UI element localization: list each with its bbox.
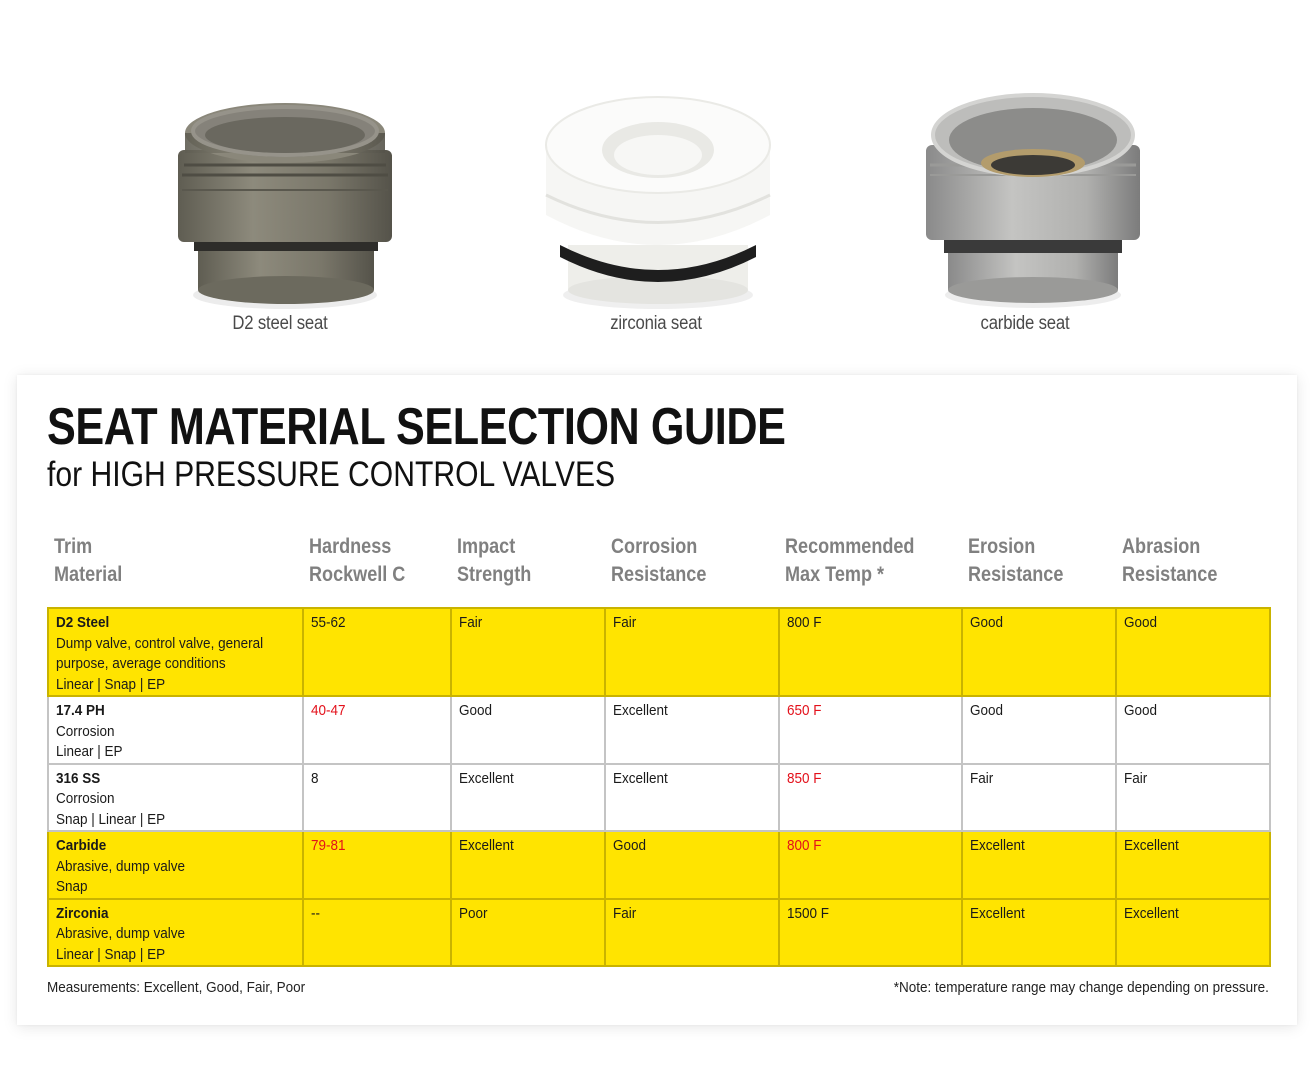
zirconia-seat-photo — [538, 85, 778, 315]
table-row-d2-steel: D2 Steel Dump valve, control valve, gene… — [47, 607, 1271, 697]
table-header-row: Trim Material Hardness Rockwell C Impact… — [17, 533, 1297, 597]
cell-corrosion: Good — [604, 830, 780, 900]
material-name: 316 SS — [56, 769, 101, 787]
cell-hardness: -- — [302, 897, 452, 967]
cell-erosion: Good — [961, 607, 1117, 697]
table-row-17-4-ph: 17.4 PH Corrosion Linear | EP 40-47 Good… — [47, 695, 1271, 765]
cell-erosion: Fair — [961, 762, 1117, 832]
material-table: D2 Steel Dump valve, control valve, gene… — [47, 607, 1271, 967]
header-hardness: Hardness Rockwell C — [309, 535, 406, 586]
cell-max-temp: 1500 F — [778, 897, 963, 967]
cell-hardness: 40-47 — [302, 695, 452, 765]
cell-impact: Excellent — [450, 762, 606, 832]
header-impact-strength: Impact Strength — [457, 535, 532, 586]
temperature-note: *Note: temperature range may change depe… — [893, 979, 1269, 996]
material-desc: Dump valve, control valve, general — [56, 634, 264, 652]
header-erosion-resistance: Erosion Resistance — [968, 535, 1064, 586]
measurement-legend: Measurements: Excellent, Good, Fair, Poo… — [47, 979, 306, 996]
carbide-seat-caption: carbide seat — [980, 313, 1070, 334]
material-name: D2 Steel — [56, 614, 110, 631]
cell-erosion: Excellent — [961, 830, 1117, 900]
cell-corrosion: Excellent — [604, 762, 780, 832]
material-desc: Abrasive, dump valve — [56, 925, 186, 942]
material-name: Carbide — [56, 837, 107, 854]
cell-material: Zirconia Abrasive, dump valve Linear | S… — [47, 897, 304, 967]
guide-title: SEAT MATERIAL SELECTION GUIDE — [47, 398, 786, 456]
header-corrosion-resistance: Corrosion Resistance — [611, 535, 707, 586]
header-max-temp: Recommended Max Temp * — [785, 535, 915, 586]
cell-abrasion: Good — [1115, 695, 1271, 765]
table-row-carbide: Carbide Abrasive, dump valve Snap 79-81 … — [47, 830, 1271, 900]
material-desc: Abrasive, dump valve — [56, 857, 186, 875]
cell-impact: Poor — [450, 897, 606, 967]
cell-max-temp: 850 F — [778, 762, 963, 832]
cell-abrasion: Excellent — [1115, 830, 1271, 900]
guide-subtitle: for HIGH PRESSURE CONTROL VALVES — [47, 455, 616, 494]
table-row-zirconia: Zirconia Abrasive, dump valve Linear | S… — [47, 897, 1271, 967]
cell-hardness: 55-62 — [302, 607, 452, 697]
cell-abrasion: Fair — [1115, 762, 1271, 832]
cell-impact: Fair — [450, 607, 606, 697]
cell-material: D2 Steel Dump valve, control valve, gene… — [47, 607, 304, 697]
header-abrasion-resistance: Abrasion Resistance — [1122, 535, 1218, 586]
cell-material: 316 SS Corrosion Snap | Linear | EP — [47, 762, 304, 832]
cell-erosion: Excellent — [961, 897, 1117, 967]
selection-guide-card: SEAT MATERIAL SELECTION GUIDE for HIGH P… — [17, 375, 1297, 1025]
material-valve-types: Snap | Linear | EP — [56, 810, 166, 828]
material-valve-types: Snap — [56, 878, 88, 895]
cell-max-temp: 800 F — [778, 607, 963, 697]
table-row-316-ss: 316 SS Corrosion Snap | Linear | EP 8 Ex… — [47, 762, 1271, 832]
zirconia-seat-caption: zirconia seat — [610, 313, 702, 334]
cell-corrosion: Fair — [604, 607, 780, 697]
cell-corrosion: Fair — [604, 897, 780, 967]
cell-abrasion: Excellent — [1115, 897, 1271, 967]
material-valve-types: Linear | EP — [56, 743, 123, 760]
cell-abrasion: Good — [1115, 607, 1271, 697]
cell-max-temp: 650 F — [778, 695, 963, 765]
cell-corrosion: Excellent — [604, 695, 780, 765]
cell-impact: Excellent — [450, 830, 606, 900]
cell-max-temp: 800 F — [778, 830, 963, 900]
d2-steel-seat-photo — [170, 95, 400, 315]
material-name: 17.4 PH — [56, 702, 105, 719]
material-name: Zirconia — [56, 904, 109, 922]
product-photos: D2 steel seat zirconia seat — [0, 0, 1314, 360]
material-desc: Corrosion — [56, 790, 115, 807]
material-desc: purpose, average conditions — [56, 655, 226, 672]
cell-hardness: 79-81 — [302, 830, 452, 900]
material-desc: Corrosion — [56, 722, 115, 740]
cell-impact: Good — [450, 695, 606, 765]
cell-erosion: Good — [961, 695, 1117, 765]
d2-steel-seat-caption: D2 steel seat — [232, 313, 328, 334]
material-valve-types: Linear | Snap | EP — [56, 675, 166, 693]
cell-hardness: 8 — [302, 762, 452, 832]
header-trim-material: Trim Material — [54, 535, 123, 586]
carbide-seat-photo — [918, 85, 1148, 315]
material-valve-types: Linear | Snap | EP — [56, 945, 166, 963]
cell-material: Carbide Abrasive, dump valve Snap — [47, 830, 304, 900]
cell-material: 17.4 PH Corrosion Linear | EP — [47, 695, 304, 765]
